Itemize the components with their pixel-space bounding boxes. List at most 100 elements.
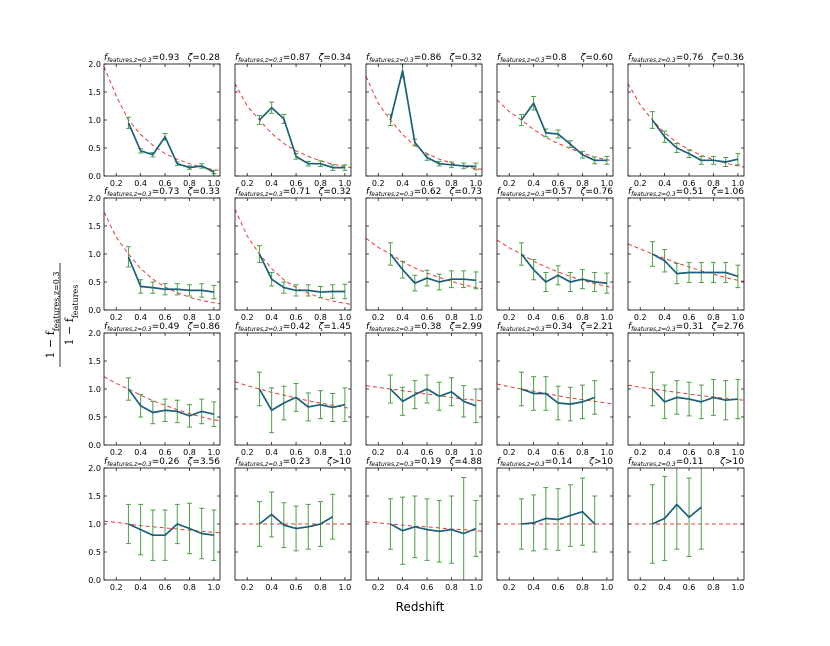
panel-title-f-value: =0.49: [152, 322, 180, 332]
panel-title-zeta: ζ=2.21: [580, 322, 614, 332]
data-line: [258, 513, 334, 530]
panel-title-f-sub: features,z=0.3: [500, 57, 545, 64]
panel-title-zeta: ζ>10: [719, 457, 744, 467]
subplot-13: 0.2 0.4 0.6 0.8 1.0 ffeatures,z=0.3=0.38 ζ=2.9…: [365, 322, 483, 457]
y-tick-label: 1.5: [88, 222, 101, 231]
x-tick-label: 0.6: [159, 313, 172, 322]
panel-title-zeta-symbol: ζ: [719, 457, 726, 467]
x-tick-label: 0.8: [183, 313, 196, 322]
panel-title-zeta-symbol: ζ: [449, 457, 456, 467]
subplot-9: 0.2 0.4 0.6 0.8 1.0 ffeatures,z=0.3=0.57 ζ=0.7…: [496, 187, 614, 322]
panel-title-f-value: =0.86: [414, 53, 442, 63]
panel-title-f-value: =0.14: [545, 457, 573, 467]
x-tick-label: 0.4: [658, 583, 671, 592]
subplot-1: 0.2 0.4 0.6 0.8 1.0 0.0 0.5 1.0 1.5 2.0ffeatures,…: [88, 53, 221, 188]
x-tick-label: 0.8: [576, 313, 589, 322]
x-tick-label: 0.6: [552, 448, 565, 457]
data-line: [651, 388, 738, 403]
panel-title-f-value: =0.42: [283, 322, 311, 332]
panel-title: ffeatures,z=0.3=0.86: [366, 53, 442, 64]
x-tick-label: 0.4: [527, 583, 540, 592]
panel-title-zeta-value: =3.56: [192, 457, 220, 467]
panel-title-f-sub: features,z=0.3: [500, 461, 545, 468]
x-tick-label: 0.6: [552, 583, 565, 592]
panel-title-zeta: ζ=0.34: [318, 53, 352, 63]
panel-title: ffeatures,z=0.3=0.19: [366, 457, 442, 468]
panel-title-zeta-value: =0.33: [192, 187, 220, 197]
panel-title-f-sub: features,z=0.3: [369, 326, 414, 333]
panel-title-zeta-symbol: ζ: [711, 187, 718, 197]
x-tick-label: 0.8: [445, 448, 458, 457]
panel-title-f: f: [366, 457, 371, 467]
x-tick-label: 0.4: [134, 583, 147, 592]
x-tick-label: 0.8: [707, 448, 720, 457]
y-tick-label: 0.0: [88, 441, 101, 450]
x-tick-label: 0.4: [658, 179, 671, 188]
panel-title-zeta-value: >10: [332, 457, 351, 467]
y-tick-label: 1.5: [88, 357, 101, 366]
x-tick-label: 1.0: [208, 448, 221, 457]
panel-title-zeta: ζ=1.06: [711, 187, 745, 197]
x-tick-label: 0.6: [421, 583, 434, 592]
axes-frame: [234, 332, 352, 446]
panel-title-f-sub: features,z=0.3: [369, 191, 414, 198]
fit-line: [366, 237, 482, 290]
panel-title-zeta-symbol: ζ: [187, 53, 194, 63]
x-tick-label: 0.8: [445, 583, 458, 592]
panel-title-f-value: =0.11: [676, 457, 704, 467]
fit-line: [366, 521, 482, 532]
y-label-num-main: 1 − f: [44, 330, 57, 358]
panel-title-f: f: [497, 187, 502, 197]
panel-title-f-value: =0.51: [676, 187, 704, 197]
axes-frame: [103, 332, 221, 446]
panel-title-f: f: [104, 187, 109, 197]
axes-frame: [365, 467, 483, 581]
panel-title-zeta: ζ=2.99: [449, 322, 483, 332]
x-tick-label: 0.4: [134, 179, 147, 188]
x-tick-label: 0.8: [707, 583, 720, 592]
data-line: [127, 256, 215, 293]
x-tick-label: 0.6: [552, 313, 565, 322]
panel-title: ffeatures,z=0.3=0.42: [235, 322, 310, 333]
subplot-4: 0.2 0.4 0.6 0.8 1.0 ffeatures,z=0.3=0.8 ζ=0.60: [496, 53, 614, 188]
panel-title: ffeatures,z=0.3=0.31: [628, 322, 703, 333]
y-tick-label: 1.0: [88, 116, 101, 125]
data-line: [520, 253, 607, 284]
panel-title-f: f: [104, 322, 109, 332]
panel-title-f-sub: features,z=0.3: [369, 461, 414, 468]
panel-title-f: f: [104, 457, 109, 467]
x-tick-label: 0.2: [241, 313, 254, 322]
x-tick-label: 1.0: [732, 583, 745, 592]
x-tick-label: 0.4: [134, 448, 147, 457]
panel-title-f-value: =0.73: [152, 187, 180, 197]
x-tick-label: 1.0: [732, 179, 745, 188]
x-tick-label: 0.6: [290, 448, 303, 457]
panel-title-zeta: ζ=0.60: [580, 53, 614, 63]
panel-title-f: f: [628, 53, 633, 63]
x-tick-label: 0.2: [634, 583, 647, 592]
x-tick-label: 0.4: [658, 313, 671, 322]
panel-title: ffeatures,z=0.3=0.34: [497, 322, 573, 333]
x-tick-label: 0.6: [290, 583, 303, 592]
panel-title-f: f: [366, 187, 371, 197]
x-tick-label: 0.4: [265, 583, 278, 592]
panel-title-f-value: =0.93: [152, 53, 180, 63]
panel-title-zeta-value: =2.21: [585, 322, 613, 332]
panel-title-zeta-value: =0.32: [454, 53, 482, 63]
y-axis-label-denominator: 1 − ffeatures: [63, 285, 80, 346]
fit-line: [366, 385, 482, 402]
panel-title-zeta-symbol: ζ: [187, 322, 194, 332]
panel-title-f-sub: features,z=0.3: [107, 191, 152, 198]
subplot-12: 0.2 0.4 0.6 0.8 1.0 ffeatures,z=0.3=0.42 ζ=1.4…: [234, 322, 352, 457]
panel-title-f: f: [235, 53, 240, 63]
x-tick-label: 0.2: [503, 313, 516, 322]
panel-title-f-sub: features,z=0.3: [238, 191, 283, 198]
panel-title: ffeatures,z=0.3=0.71: [235, 187, 310, 198]
panel-title-f-value: =0.87: [283, 53, 311, 63]
axes-frame: [234, 63, 352, 177]
panel-title-f-value: =0.23: [283, 457, 311, 467]
panel-title-zeta-symbol: ζ: [187, 187, 194, 197]
panel-title-f-sub: features,z=0.3: [500, 191, 545, 198]
x-tick-label: 0.4: [396, 583, 409, 592]
data-line: [127, 388, 215, 417]
